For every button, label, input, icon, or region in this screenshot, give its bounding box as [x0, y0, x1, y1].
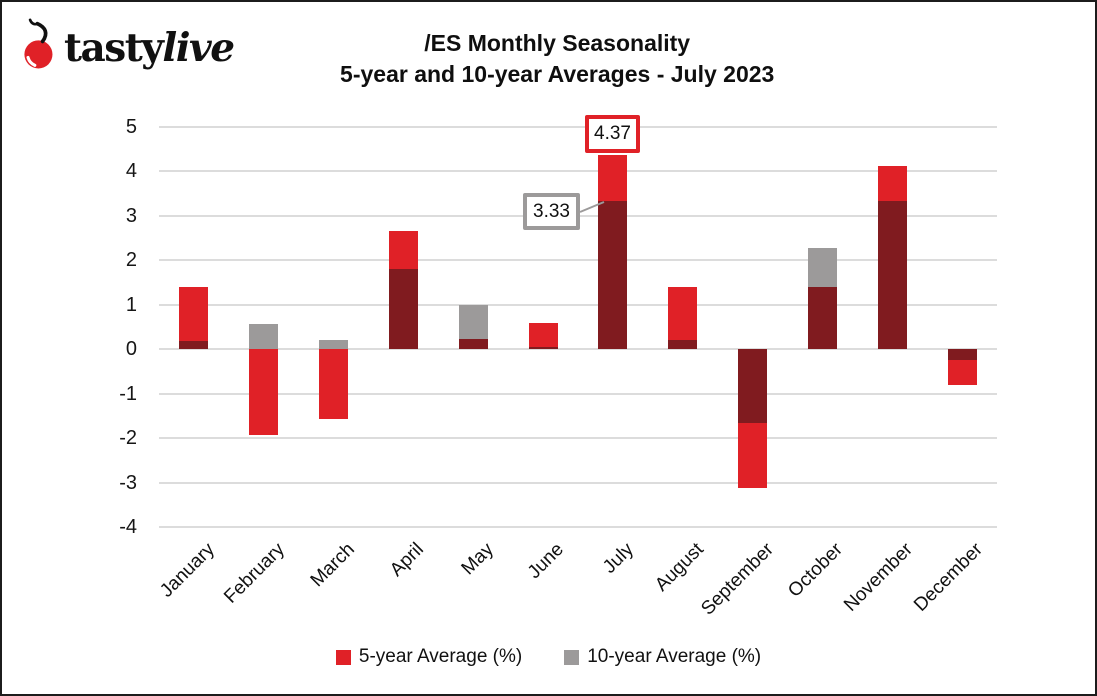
bar-5-year: [249, 349, 279, 435]
legend-label-5-year: 5-year Average (%): [358, 646, 523, 667]
callout-4.37: 4.37: [585, 115, 640, 153]
bar-overlap: [668, 340, 698, 350]
y-tick-label: 5: [125, 116, 137, 138]
bar-5-year: [179, 287, 209, 350]
y-tick-label: 1: [125, 293, 137, 316]
legend-swatch-10-year: [564, 649, 580, 665]
chart-title-line1: /ES Monthly Seasonality: [424, 30, 691, 56]
callout-3.33: 3.33: [523, 193, 580, 230]
gridline: [159, 126, 997, 128]
y-tick-label: 2: [125, 249, 137, 272]
y-tick-label: 4: [125, 160, 137, 183]
y-tick-label: -2: [119, 427, 137, 450]
legend-item-10-year: 10-year Average (%): [564, 646, 761, 668]
bar-overlap: [528, 347, 558, 350]
y-tick-label: -4: [119, 516, 137, 538]
chart-title: /ES Monthly Seasonality 5-year and 10-ye…: [340, 28, 774, 90]
gridline: [159, 526, 997, 528]
legend-item-5-year: 5-year Average (%): [335, 646, 523, 668]
bar-overlap: [179, 341, 209, 350]
cherry-icon: [24, 18, 53, 69]
gridline: [159, 170, 997, 173]
legend-swatch-5-year: [335, 649, 351, 665]
y-tick-label: -1: [119, 382, 137, 405]
y-tick-label: -3: [119, 471, 137, 494]
brand-live: live: [162, 25, 235, 71]
legend: 5-year Average (%) 10-year Average (%): [2, 646, 1095, 668]
bar-5-year: [668, 287, 698, 350]
bar-10-year: [319, 340, 349, 350]
bar-overlap: [947, 349, 977, 361]
bar-overlap: [807, 286, 837, 350]
bar-overlap: [388, 268, 418, 350]
bar-overlap: [598, 201, 628, 350]
bar-overlap: [877, 200, 907, 350]
bar-overlap: [458, 339, 488, 350]
gridline: [159, 259, 997, 262]
y-tick-label: 0: [125, 338, 137, 361]
bar-5-year: [528, 323, 558, 350]
brand-tasty: tasty: [64, 25, 164, 71]
gridline: [159, 303, 997, 306]
y-tick-label: 3: [125, 204, 137, 227]
bar-10-year: [249, 323, 279, 350]
brand-wordmark: tastylive: [64, 25, 235, 71]
legend-label-10-year: 10-year Average (%): [587, 646, 762, 667]
bar-overlap: [738, 349, 768, 423]
gridline: [159, 392, 997, 395]
bar-5-year: [319, 349, 349, 419]
chart-title-line2: 5-year and 10-year Averages - July 2023: [340, 61, 775, 87]
tastylive-logo: tastylive: [18, 18, 235, 71]
gridline: [159, 481, 997, 484]
gridline: [159, 348, 997, 351]
gridline: [159, 437, 997, 440]
